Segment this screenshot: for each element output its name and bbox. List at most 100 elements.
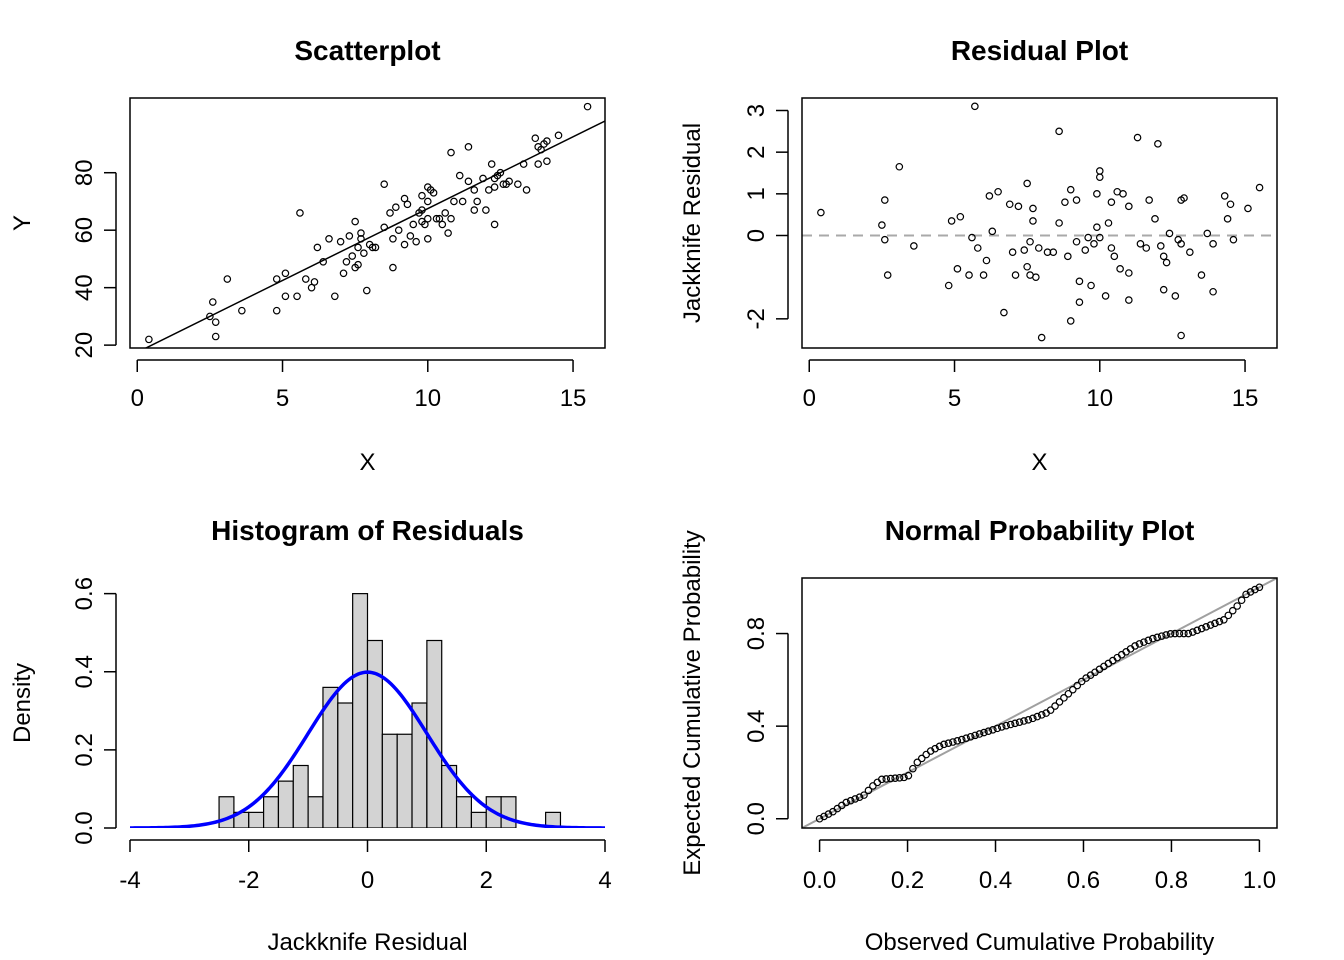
data-point: [1066, 185, 1075, 194]
y-tick-label: 20: [71, 332, 98, 359]
normal-density-curve: [130, 670, 605, 828]
data-point: [1015, 718, 1024, 726]
data-point: [368, 243, 377, 252]
data-point: [348, 252, 357, 260]
data-point: [947, 217, 956, 225]
y-tick-label: 1: [743, 187, 770, 200]
data-point: [1061, 198, 1069, 206]
y-axis-label: Y: [9, 215, 36, 231]
data-point: [470, 206, 479, 214]
data-point: [1202, 623, 1210, 631]
histogram-bar: [470, 811, 487, 828]
data-point: [817, 208, 825, 217]
data-point: [1206, 621, 1215, 629]
y-tick-label: 80: [71, 159, 98, 186]
data-point: [1224, 611, 1233, 620]
data-point: [394, 226, 403, 234]
x-tick-label: 0.0: [803, 867, 836, 894]
data-point: [1125, 269, 1133, 277]
x-axis: -4 -2 0 2 4: [119, 839, 612, 894]
data-point: [851, 795, 859, 803]
data-point: [944, 281, 953, 290]
data-point: [354, 260, 362, 269]
data-point: [1029, 217, 1037, 225]
plot-frame: [801, 577, 1278, 829]
identity-reference-line: [802, 578, 1277, 828]
histogram-bar: [396, 733, 413, 828]
data-point: [360, 249, 368, 257]
data-point: [1145, 196, 1153, 204]
data-point: [957, 735, 966, 744]
plot-area: [802, 578, 1277, 828]
data-point: [962, 734, 970, 742]
data-point: [281, 292, 290, 301]
data-point: [211, 332, 220, 341]
data-point: [482, 206, 490, 214]
data-point: [860, 791, 868, 799]
data-point: [1075, 277, 1084, 286]
data-point: [145, 335, 153, 344]
x-tick-label: 5: [276, 385, 289, 412]
data-point: [412, 237, 420, 246]
data-point: [429, 189, 438, 197]
y-tick-label: 0.2: [71, 733, 98, 766]
histogram-bar: [545, 811, 562, 828]
data-point: [1162, 631, 1170, 639]
data-point: [331, 292, 339, 301]
x-tick-label: 5: [948, 385, 961, 412]
x-tick-label: 15: [1232, 385, 1259, 412]
data-point: [1156, 242, 1165, 250]
data-point: [1209, 287, 1217, 296]
data-point: [1255, 583, 1264, 592]
data-point: [1171, 629, 1179, 638]
y-tick-label: 40: [71, 274, 98, 301]
data-point: [223, 275, 232, 283]
data-point: [1229, 235, 1238, 244]
data-point: [296, 209, 304, 217]
x-tick-label: 10: [414, 385, 441, 412]
data-point: [1188, 628, 1197, 636]
data-point: [1157, 632, 1166, 640]
data-point: [982, 256, 991, 265]
data-point: [935, 742, 944, 751]
data-point: [953, 265, 962, 273]
data-point: [1055, 219, 1063, 227]
data-point: [389, 235, 397, 243]
data-point: [1197, 624, 1206, 633]
data-point: [1034, 244, 1043, 252]
data-point: [1159, 285, 1168, 294]
data-point: [1069, 685, 1077, 694]
x-tick-label: 2: [480, 867, 493, 894]
data-point: [313, 243, 322, 252]
histogram-bar: [307, 796, 324, 828]
data-point: [1024, 716, 1033, 724]
data-point: [423, 235, 432, 243]
data-point: [464, 177, 473, 186]
data-point: [880, 235, 889, 244]
data-point: [1046, 706, 1055, 714]
y-tick-label: 60: [71, 217, 98, 244]
data-point: [883, 271, 892, 279]
data-point: [1006, 720, 1015, 729]
data-point: [1159, 252, 1168, 261]
data-point: [846, 796, 855, 805]
data-point: [922, 750, 931, 759]
data-point: [281, 269, 290, 278]
data-point: [1197, 271, 1206, 279]
data-point: [975, 730, 984, 738]
x-axis: 0 5 10 15: [803, 359, 1259, 412]
data-point: [206, 312, 214, 321]
data-point: [1251, 585, 1259, 594]
data-point: [423, 214, 432, 223]
histogram-bar: [218, 796, 235, 828]
data-point: [293, 292, 301, 301]
data-point: [949, 738, 957, 746]
data-point: [543, 157, 551, 166]
data-point: [1165, 229, 1174, 238]
data-point: [389, 263, 397, 272]
data-point: [1180, 629, 1188, 638]
data-point: [1171, 292, 1180, 300]
y-tick-label: 0.0: [71, 811, 98, 844]
data-point: [380, 223, 389, 232]
data-point: [1255, 183, 1264, 192]
